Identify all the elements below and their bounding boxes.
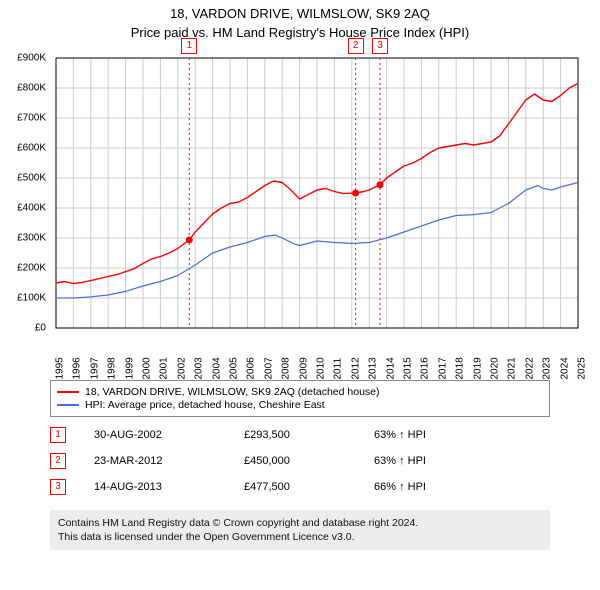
sale-number-box: 1: [50, 427, 66, 443]
x-axis-label: 2015: [403, 350, 414, 380]
sale-date: 23-MAR-2012: [94, 455, 244, 467]
sale-row: 2 23-MAR-2012£450,00063% ↑ HPI: [50, 448, 550, 474]
sale-hpi: 63% ↑ HPI: [374, 429, 426, 441]
y-axis-label: £900K: [0, 53, 46, 64]
legend-label: HPI: Average price, detached house, Ches…: [85, 399, 325, 411]
x-axis-label: 2012: [350, 350, 361, 380]
sale-row: 3 14-AUG-2013£477,50066% ↑ HPI: [50, 474, 550, 500]
y-axis-label: £0: [0, 323, 46, 334]
sale-price: £293,500: [244, 429, 374, 441]
y-axis-label: £100K: [0, 293, 46, 304]
legend-item: HPI: Average price, detached house, Ches…: [57, 399, 543, 411]
x-axis-label: 2018: [455, 350, 466, 380]
legend-swatch-icon: [57, 391, 79, 393]
y-axis-label: £700K: [0, 113, 46, 124]
x-axis-label: 2022: [524, 350, 535, 380]
sale-price: £477,500: [244, 481, 374, 493]
chart-svg: [10, 50, 590, 370]
y-axis-label: £300K: [0, 233, 46, 244]
sale-hpi: 66% ↑ HPI: [374, 481, 426, 493]
x-axis-label: 2007: [263, 350, 274, 380]
sale-marker-3: 3: [372, 38, 388, 54]
x-axis-label: 2016: [420, 350, 431, 380]
sale-price: £450,000: [244, 455, 374, 467]
x-axis-label: 1996: [72, 350, 83, 380]
attribution: Contains HM Land Registry data © Crown c…: [50, 510, 550, 550]
x-axis-label: 2020: [490, 350, 501, 380]
x-axis-label: 2005: [229, 350, 240, 380]
sale-hpi: 63% ↑ HPI: [374, 455, 426, 467]
x-axis-label: 2013: [368, 350, 379, 380]
x-axis-label: 2006: [246, 350, 257, 380]
sale-date: 30-AUG-2002: [94, 429, 244, 441]
sales-table: 130-AUG-2002£293,50063% ↑ HPI223-MAR-201…: [50, 422, 550, 500]
y-axis-label: £600K: [0, 143, 46, 154]
attribution-line: Contains HM Land Registry data © Crown c…: [58, 516, 542, 530]
x-axis-label: 2014: [385, 350, 396, 380]
x-axis-label: 2000: [142, 350, 153, 380]
sale-number-box: 3: [50, 479, 66, 495]
x-axis-label: 2004: [211, 350, 222, 380]
legend: 18, VARDON DRIVE, WILMSLOW, SK9 2AQ (det…: [50, 380, 550, 417]
page-title: 18, VARDON DRIVE, WILMSLOW, SK9 2AQ: [0, 6, 600, 21]
y-axis-label: £500K: [0, 173, 46, 184]
y-axis-label: £800K: [0, 83, 46, 94]
x-axis-label: 1999: [124, 350, 135, 380]
sale-row: 1 30-AUG-2002£293,50063% ↑ HPI: [50, 422, 550, 448]
sale-marker-2: 2: [348, 38, 364, 54]
page-subtitle: Price paid vs. HM Land Registry's House …: [0, 25, 600, 40]
x-axis-label: 2002: [176, 350, 187, 380]
x-axis-label: 2017: [437, 350, 448, 380]
x-axis-label: 2023: [542, 350, 553, 380]
attribution-line: This data is licensed under the Open Gov…: [58, 530, 542, 544]
legend-swatch-icon: [57, 404, 79, 406]
sale-number-box: 2: [50, 453, 66, 469]
x-axis-label: 2003: [194, 350, 205, 380]
x-axis-label: 2019: [472, 350, 483, 380]
x-axis-label: 2025: [577, 350, 588, 380]
x-axis-label: 2001: [159, 350, 170, 380]
y-axis-label: £400K: [0, 203, 46, 214]
x-axis-label: 2021: [507, 350, 518, 380]
sale-marker-1: 1: [181, 38, 197, 54]
legend-item: 18, VARDON DRIVE, WILMSLOW, SK9 2AQ (det…: [57, 386, 543, 398]
x-axis-label: 1995: [55, 350, 66, 380]
sale-date: 14-AUG-2013: [94, 481, 244, 493]
x-axis-label: 2010: [316, 350, 327, 380]
x-axis-label: 2024: [559, 350, 570, 380]
price-chart: 123£0£100K£200K£300K£400K£500K£600K£700K…: [10, 50, 590, 370]
x-axis-label: 2008: [281, 350, 292, 380]
x-axis-label: 1998: [107, 350, 118, 380]
x-axis-label: 1997: [89, 350, 100, 380]
x-axis-label: 2009: [298, 350, 309, 380]
x-axis-label: 2011: [333, 350, 344, 380]
legend-label: 18, VARDON DRIVE, WILMSLOW, SK9 2AQ (det…: [85, 386, 380, 398]
y-axis-label: £200K: [0, 263, 46, 274]
